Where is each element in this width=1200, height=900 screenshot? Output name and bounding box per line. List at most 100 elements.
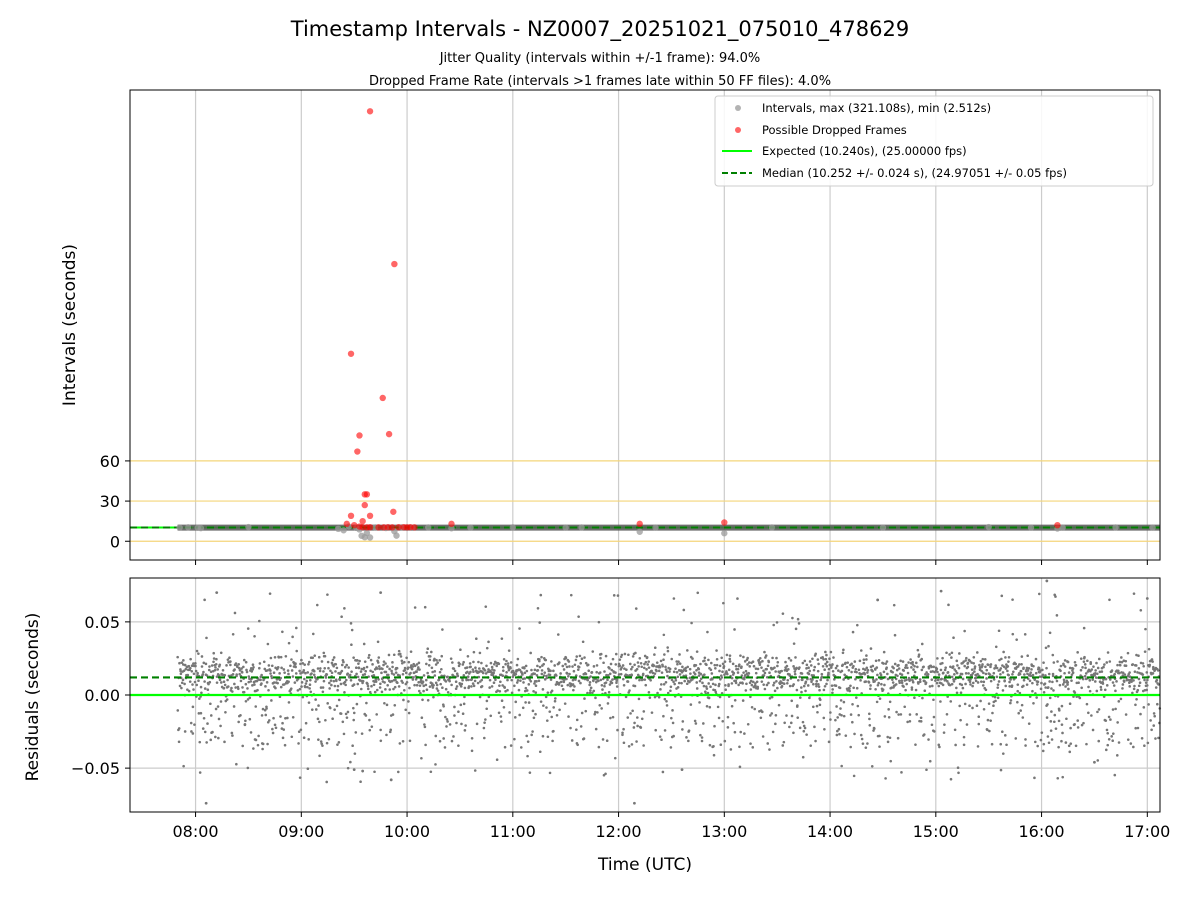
- residual-point: [1066, 660, 1070, 664]
- residual-point: [859, 733, 863, 737]
- residual-point: [565, 665, 569, 669]
- residual-point: [1153, 714, 1156, 718]
- residual-point: [186, 673, 190, 677]
- residual-point: [959, 691, 963, 695]
- residual-point: [714, 666, 717, 670]
- residual-point: [973, 670, 976, 673]
- residual-point: [384, 670, 388, 674]
- residual-point: [400, 661, 404, 665]
- residual-point: [656, 691, 659, 695]
- residual-point: [633, 721, 636, 725]
- residual-point: [1063, 671, 1066, 675]
- residual-point: [444, 687, 448, 691]
- residual-point: [230, 686, 233, 690]
- residual-point: [777, 703, 781, 707]
- residual-point: [865, 654, 868, 657]
- residual-point: [972, 661, 976, 665]
- residual-point: [714, 690, 718, 694]
- residual-point: [506, 678, 509, 682]
- residual-point: [928, 759, 932, 763]
- residual-point: [206, 722, 209, 725]
- residual-point: [817, 682, 820, 686]
- residual-point: [299, 728, 303, 732]
- residual-point: [639, 726, 643, 729]
- residual-point: [306, 671, 310, 674]
- residual-point: [529, 679, 533, 683]
- residual-point: [726, 726, 730, 729]
- residual-point: [1121, 674, 1125, 677]
- residual-point: [183, 682, 186, 686]
- residual-point: [869, 647, 873, 650]
- residual-point: [950, 682, 954, 686]
- residual-point: [610, 681, 614, 685]
- residual-point: [363, 660, 367, 663]
- residual-point: [948, 653, 951, 656]
- residual-point: [374, 680, 378, 683]
- residual-point: [473, 679, 477, 683]
- residual-point: [344, 712, 348, 716]
- residual-point: [884, 662, 888, 665]
- residual-point: [379, 739, 383, 743]
- residual-point: [662, 682, 666, 686]
- residual-point: [775, 621, 779, 624]
- residual-point: [574, 674, 578, 677]
- residual-point: [401, 681, 404, 684]
- residual-point: [809, 664, 813, 667]
- residual-point: [462, 660, 465, 664]
- residual-point: [355, 702, 359, 706]
- residual-point: [935, 667, 939, 671]
- residual-point: [730, 704, 734, 708]
- residual-point: [910, 686, 914, 689]
- residual-point: [1064, 741, 1068, 744]
- residual-point: [1120, 660, 1124, 664]
- residual-point: [805, 733, 808, 736]
- residual-point: [828, 657, 831, 661]
- residual-point: [807, 672, 811, 676]
- residual-point: [750, 683, 754, 687]
- residual-point: [671, 709, 674, 712]
- residual-point: [824, 662, 827, 666]
- residual-point: [808, 696, 811, 700]
- residual-point: [580, 711, 584, 715]
- residual-outlier-point: [379, 591, 383, 595]
- residual-point: [209, 670, 213, 674]
- residual-point: [738, 765, 742, 769]
- residual-point: [267, 719, 271, 722]
- residual-point: [686, 665, 690, 669]
- residual-point: [812, 668, 816, 672]
- residual-point: [355, 672, 358, 676]
- residual-point: [726, 715, 730, 719]
- residual-point: [1087, 711, 1090, 715]
- residual-point: [534, 712, 537, 716]
- legend: Intervals, max (321.108s), min (2.512s) …: [714, 95, 1154, 187]
- residual-point: [269, 656, 273, 660]
- residual-point: [536, 606, 540, 610]
- residual-point: [911, 663, 915, 666]
- residual-point: [857, 668, 861, 672]
- residual-point: [1112, 684, 1116, 687]
- residual-point: [362, 666, 366, 670]
- residual-point: [428, 655, 432, 658]
- residual-point: [237, 687, 240, 691]
- residual-point: [327, 666, 330, 670]
- residual-point: [772, 681, 776, 685]
- residual-point: [970, 668, 974, 671]
- residual-point: [231, 690, 234, 693]
- residual-point: [318, 669, 322, 673]
- residual-point: [276, 666, 280, 669]
- residual-point: [895, 710, 898, 714]
- residual-point: [574, 678, 577, 681]
- residual-point: [441, 686, 444, 690]
- residual-point: [1006, 669, 1009, 673]
- residual-point: [1026, 672, 1029, 676]
- residual-point: [559, 680, 563, 684]
- interval-point: [197, 524, 205, 532]
- residual-point: [815, 679, 819, 683]
- residual-point: [446, 690, 450, 694]
- residual-point: [924, 673, 927, 676]
- residual-point: [979, 699, 982, 703]
- residual-point: [572, 688, 575, 692]
- residual-point: [751, 746, 755, 749]
- residual-point: [418, 668, 421, 671]
- residual-point: [915, 713, 919, 716]
